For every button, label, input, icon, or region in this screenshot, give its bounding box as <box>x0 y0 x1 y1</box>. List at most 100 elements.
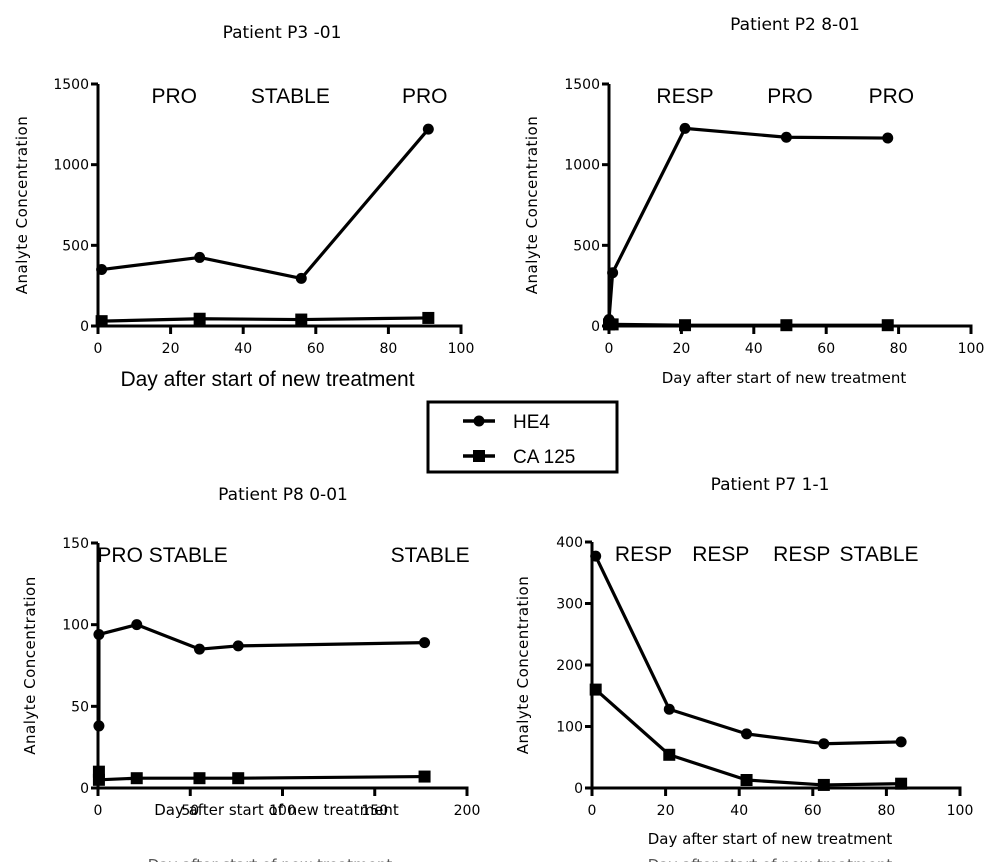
response-annotation: RESP <box>656 85 713 108</box>
series-line-he4 <box>594 555 902 746</box>
chart-panel-p71-1: Patient P7 1-1 Analyte Concentration Day a… <box>514 475 973 848</box>
data-point-he4 <box>93 720 105 732</box>
data-point-he4 <box>131 619 143 631</box>
y-tick-label: 100 <box>62 618 89 634</box>
response-annotation: PRO <box>767 85 813 108</box>
y-tick-label: 1000 <box>53 158 89 174</box>
y-tick-label: 0 <box>80 781 89 797</box>
data-point-he4 <box>780 131 792 143</box>
response-annotation: RESP <box>615 543 672 566</box>
data-point-ca125 <box>193 312 206 325</box>
x-tick-label: 60 <box>817 341 835 357</box>
data-point-he4 <box>882 132 894 144</box>
x-tick-label: 40 <box>234 341 252 357</box>
data-point-ca125 <box>881 319 894 332</box>
data-point-ca125 <box>740 774 753 787</box>
y-tick-label: 300 <box>556 597 583 613</box>
y-tick-label: 1500 <box>53 77 89 93</box>
data-point-he4 <box>232 640 244 652</box>
data-point-he4 <box>96 264 108 276</box>
data-point-he4 <box>679 122 691 134</box>
x-tick-label: 100 <box>448 341 475 357</box>
data-point-he4 <box>663 703 675 715</box>
series-ca125 <box>95 311 435 328</box>
series-line-he4 <box>97 623 425 726</box>
response-annotation: PRO <box>402 85 448 108</box>
x-tick-label: 60 <box>307 341 325 357</box>
y-tick-label: 400 <box>556 535 583 551</box>
x-tick-label: 0 <box>605 341 614 357</box>
x-tick-label: 0 <box>94 341 103 357</box>
data-point-ca125 <box>663 748 676 761</box>
y-axis-label: Analyte Concentration <box>13 116 31 295</box>
data-point-he4 <box>295 272 307 284</box>
x-tick-label: 50 <box>181 803 199 819</box>
y-tick-label: 0 <box>574 781 583 797</box>
x-tick-label: 100 <box>947 803 974 819</box>
data-point-ca125 <box>606 318 619 331</box>
series-he4 <box>93 619 431 732</box>
x-axis-label: Day after start of new treatment <box>648 830 893 848</box>
data-point-ca125 <box>232 772 245 785</box>
square-marker-icon <box>473 450 485 462</box>
y-axis-label: Analyte Concentration <box>514 576 532 755</box>
data-point-he4 <box>93 628 105 640</box>
data-point-he4 <box>422 123 434 135</box>
legend: HE4 CA 125 <box>426 400 619 474</box>
series-ca125 <box>603 318 894 332</box>
data-point-ca125 <box>295 313 308 326</box>
response-annotation: PRO <box>869 85 915 108</box>
x-tick-label: 100 <box>958 341 985 357</box>
x-axis-label: Day after start of new treatment <box>120 368 414 391</box>
data-point-he4 <box>818 738 830 750</box>
x-tick-label: 150 <box>361 803 388 819</box>
series-line-ca125 <box>609 322 888 327</box>
circle-marker-icon <box>473 415 485 427</box>
x-tick-label: 80 <box>877 803 895 819</box>
response-annotation: STABLE <box>840 543 919 566</box>
x-tick-label: 40 <box>745 341 763 357</box>
x-tick-label: 0 <box>94 803 103 819</box>
data-point-ca125 <box>418 770 431 783</box>
x-axis-label: Day after start of new treatment <box>154 801 399 819</box>
chart-panel-p80-01: Patient P8 0-01 Analyte Concentration Day … <box>21 485 480 819</box>
response-annotation: RESP <box>773 543 830 566</box>
y-tick-label: 150 <box>62 536 89 552</box>
x-tick-label: 100 <box>269 803 296 819</box>
series-ca125 <box>589 683 908 791</box>
series-he4 <box>590 550 907 750</box>
chart-panel-p28-01: Patient P2 8-01 Analyte Concentration Day … <box>523 15 984 387</box>
data-point-ca125 <box>817 778 830 791</box>
y-tick-label: 1000 <box>564 158 600 174</box>
chart-title: Patient P3 -01 <box>223 23 342 43</box>
data-point-ca125 <box>130 772 143 785</box>
chart-panel-p3-01: Patient P3 -01 Analyte Concentration Day a… <box>13 23 474 391</box>
data-point-he4 <box>590 550 602 562</box>
y-tick-label: 1500 <box>564 77 600 93</box>
legend-label-ca125: CA 125 <box>513 447 575 468</box>
chart-title: Patient P8 0-01 <box>218 485 348 505</box>
y-tick-label: 500 <box>573 238 600 254</box>
clipped-duplicate-label: Day after start of new treatment <box>648 856 893 862</box>
data-point-ca125 <box>422 311 435 324</box>
legend-label-he4: HE4 <box>513 412 550 433</box>
x-tick-label: 60 <box>804 803 822 819</box>
data-point-he4 <box>419 637 431 649</box>
data-point-ca125 <box>589 683 602 696</box>
x-tick-label: 80 <box>379 341 397 357</box>
data-point-ca125 <box>895 777 908 790</box>
series-he4 <box>96 123 434 284</box>
data-point-he4 <box>895 736 907 748</box>
y-tick-label: 200 <box>556 658 583 674</box>
x-tick-label: 0 <box>588 803 597 819</box>
y-axis-label: Analyte Concentration <box>21 576 39 755</box>
response-annotation: PRO <box>151 85 197 108</box>
y-tick-label: 0 <box>80 319 89 335</box>
response-annotation: STABLE <box>251 85 330 108</box>
legend-item-he4: HE4 <box>463 412 550 433</box>
x-tick-label: 80 <box>890 341 908 357</box>
legend-box <box>426 400 619 474</box>
x-tick-label: 40 <box>730 803 748 819</box>
data-point-ca125 <box>95 315 108 328</box>
